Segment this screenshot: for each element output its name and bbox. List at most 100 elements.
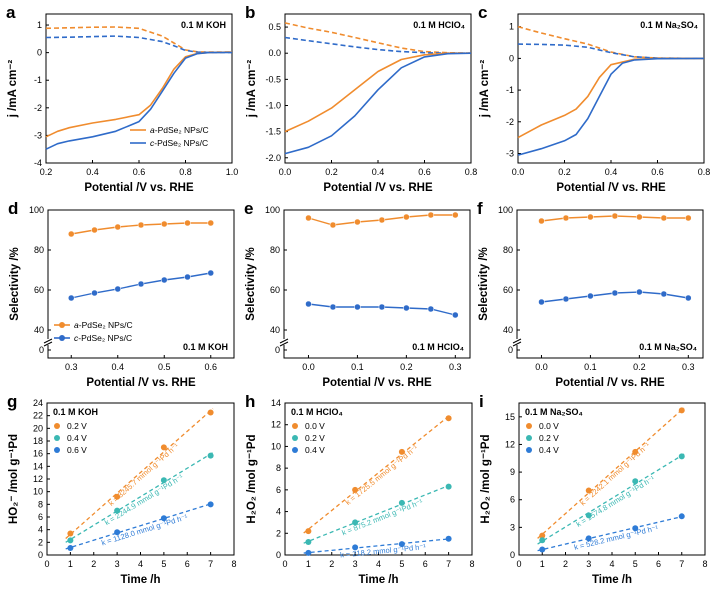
- y-axis-label: j /mA cm⁻²: [479, 60, 491, 119]
- data-point: [585, 487, 592, 494]
- y-tick-label: 18: [33, 436, 43, 446]
- plot-frame: [283, 209, 471, 359]
- series-line: [284, 52, 471, 133]
- data-point: [538, 217, 545, 225]
- x-tick-label: 6: [656, 559, 661, 569]
- y-tick-label: 0: [510, 550, 515, 560]
- y-tick-label: 0: [275, 345, 280, 355]
- panel-e: e 0.0 0.1 0.2 0.3 0 40 60 80 100 Potential /V vs. …: [244, 199, 471, 389]
- fit-line: [537, 407, 685, 539]
- y-tick-label: 8: [276, 463, 281, 473]
- x-axis-label: Potential /V vs. RHE: [555, 377, 665, 389]
- x-tick-label: 0.0: [279, 167, 292, 177]
- data-point: [207, 269, 214, 277]
- x-tick-label: 2: [329, 559, 334, 569]
- y-tick-label: 3: [510, 522, 515, 532]
- y-tick-label: -2: [34, 103, 42, 113]
- data-point: [207, 409, 214, 416]
- data-point: [354, 218, 361, 226]
- y-axis-label: j /mA cm⁻²: [7, 60, 19, 119]
- y-tick-label: 10: [271, 441, 281, 451]
- panel-letter: e: [244, 199, 253, 218]
- data-point: [660, 214, 668, 222]
- y-tick-label: 14: [271, 398, 281, 408]
- x-tick-label: 0.8: [179, 167, 192, 177]
- x-axis-label: Potential /V vs. RHE: [322, 377, 432, 389]
- x-axis-label: Time /h: [592, 574, 632, 586]
- x-tick-label: 0.0: [302, 362, 315, 372]
- data-point: [398, 499, 405, 506]
- data-point: [587, 292, 594, 300]
- x-tick-label: 7: [208, 559, 213, 569]
- data-point: [305, 300, 312, 308]
- y-tick-label: 15: [505, 412, 515, 422]
- data-point: [114, 529, 121, 536]
- y-axis-label: Selectivity /%: [478, 247, 490, 321]
- data-point: [562, 214, 570, 222]
- data-point: [678, 513, 685, 520]
- x-tick-label: 0.3: [682, 362, 695, 372]
- data-point: [678, 407, 685, 414]
- series-line: [45, 51, 233, 150]
- x-tick-label: 0.4: [111, 362, 124, 372]
- data-point: [632, 478, 639, 485]
- data-point: [352, 519, 359, 526]
- fit-line: [65, 502, 214, 550]
- data-point: [91, 226, 98, 234]
- axis-break-gap: [280, 339, 288, 345]
- data-point: [67, 545, 74, 552]
- y-tick-label: 80: [270, 245, 280, 255]
- panel-letter: b: [245, 3, 255, 22]
- data-point: [378, 303, 386, 311]
- legend-label: c-PdSe₂ NPs/C: [150, 138, 208, 148]
- condition-label: 0.1 M KOH: [183, 342, 228, 352]
- data-point: [611, 212, 619, 220]
- legend-label: a-PdSe₂ NPs/C: [150, 125, 209, 135]
- y-tick-label: 20: [33, 423, 43, 433]
- y-tick-label: 0.0: [268, 48, 281, 58]
- y-tick-label: 12: [271, 420, 281, 430]
- x-tick-label: 7: [679, 559, 684, 569]
- x-tick-label: 6: [423, 559, 428, 569]
- y-tick-label: 4: [38, 525, 43, 535]
- axis-break-mark: [512, 341, 522, 347]
- data-point: [538, 298, 545, 306]
- y-tick-label: 60: [270, 285, 280, 295]
- y-tick-label: 6: [38, 512, 43, 522]
- legend-label: c-PdSe₂ NPs/C: [74, 333, 132, 343]
- series-line: [517, 57, 705, 156]
- y-tick-label: 0: [39, 345, 44, 355]
- axis-break-mark: [43, 338, 53, 344]
- data-point: [160, 515, 167, 522]
- data-point: [585, 535, 592, 542]
- data-point: [398, 448, 405, 455]
- legend-label: a-PdSe₂ NPs/C: [74, 320, 133, 330]
- x-tick-label: 0.8: [698, 167, 711, 177]
- x-tick-label: 0.2: [400, 362, 413, 372]
- data-point: [636, 288, 643, 296]
- x-tick-label: 4: [138, 559, 143, 569]
- x-axis-label: Potential /V vs. RHE: [323, 182, 433, 194]
- x-tick-label: 0.4: [86, 167, 99, 177]
- x-tick-label: 0.3: [449, 362, 462, 372]
- y-tick-label: 80: [503, 245, 513, 255]
- y-tick-label: -1.0: [265, 100, 281, 110]
- panel-letter: c: [478, 3, 487, 22]
- y-axis-label: Selectivity /%: [245, 247, 257, 321]
- x-tick-label: 0.3: [65, 362, 78, 372]
- data-point: [114, 507, 121, 514]
- x-tick-label: 0.2: [633, 362, 646, 372]
- data-point: [398, 541, 405, 548]
- series-line: [517, 25, 705, 60]
- data-point: [660, 290, 668, 298]
- y-tick-label: 14: [33, 461, 43, 471]
- data-point: [305, 538, 312, 545]
- axis-break-mark: [279, 338, 289, 344]
- condition-label: 0.1 M Na₂SO₄: [640, 20, 698, 30]
- x-tick-label: 1: [68, 559, 73, 569]
- x-tick-label: 1: [306, 559, 311, 569]
- fit-line: [537, 453, 685, 545]
- data-point: [329, 221, 337, 229]
- data-point: [403, 304, 410, 312]
- data-point: [67, 537, 74, 544]
